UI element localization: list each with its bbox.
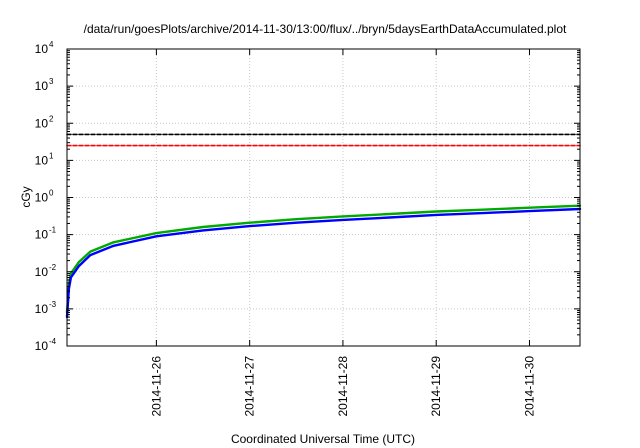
y-tick-exponent: 1 [49, 151, 54, 160]
y-tick-exponent: 2 [49, 114, 54, 123]
y-tick-label: 10 [35, 265, 49, 279]
y-tick-label: 10 [35, 116, 49, 130]
x-axis-label: Coordinated Universal Time (UTC) [231, 432, 415, 446]
x-tick-labels: 2014-11-26 2014-11-27 2014-11-28 2014-11-29… [149, 356, 536, 417]
y-tick-exponent: -3 [49, 300, 57, 309]
x-tick-label: 2014-11-30 [522, 356, 536, 417]
data-series-1 [65, 207, 582, 319]
plot-series [65, 133, 582, 319]
y-tick-label: 10 [35, 153, 49, 167]
y-tick-label: 10 [35, 191, 49, 205]
y-tick-exponent: -2 [49, 263, 57, 272]
data-series-0 [65, 204, 582, 314]
y-tick-exponent: -4 [49, 337, 57, 346]
y-tick-exponent: 3 [49, 77, 54, 86]
y-tick-label: 10 [35, 302, 49, 316]
y-tick-label: 10 [35, 79, 49, 93]
plot-frame [66, 48, 581, 347]
axis-ticks [67, 48, 580, 347]
x-tick-label: 2014-11-29 [429, 356, 443, 417]
y-tick-label: 10 [35, 228, 49, 242]
y-tick-exponent: -1 [49, 226, 57, 235]
x-tick-label: 2014-11-27 [243, 356, 257, 417]
y-tick-exponent: 4 [49, 40, 54, 49]
x-tick-label: 2014-11-28 [336, 356, 350, 417]
y-axis-label: cGy [19, 186, 33, 207]
y-tick-exponent: 0 [49, 189, 54, 198]
x-tick-label: 2014-11-26 [149, 356, 163, 417]
chart-title: /data/run/goesPlots/archive/2014-11-30/1… [84, 22, 567, 36]
y-tick-label: 10 [35, 339, 49, 353]
grid [67, 49, 580, 346]
y-tick-label: 10 [35, 42, 49, 56]
